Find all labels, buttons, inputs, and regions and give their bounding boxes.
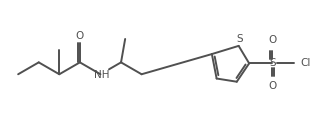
- Text: Cl: Cl: [301, 58, 311, 68]
- Text: S: S: [236, 34, 243, 44]
- Text: O: O: [268, 35, 277, 45]
- Text: S: S: [269, 58, 276, 68]
- Text: O: O: [268, 81, 277, 91]
- Text: O: O: [76, 31, 84, 41]
- Text: NH: NH: [94, 70, 109, 80]
